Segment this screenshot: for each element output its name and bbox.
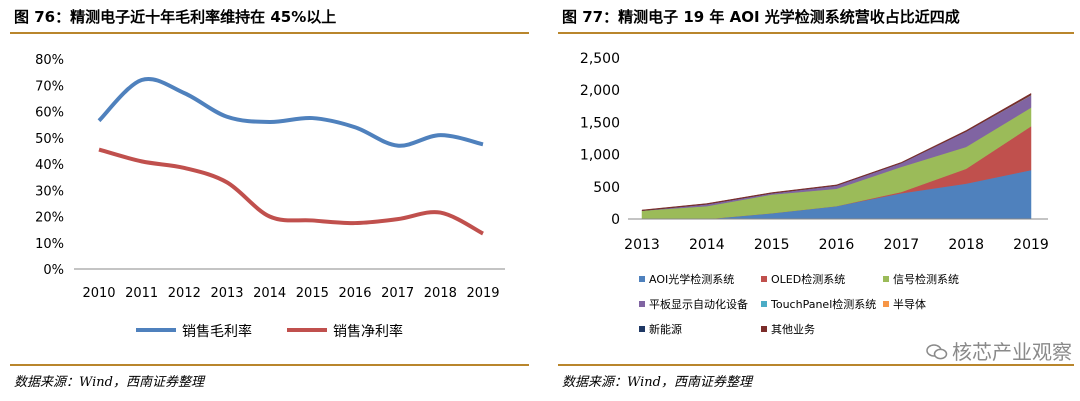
legend-swatch-2 — [761, 276, 767, 282]
x-tick-label: 2019 — [1013, 237, 1049, 253]
right-top-rule — [558, 32, 1074, 34]
legend-label-1: 销售毛利率 — [182, 323, 252, 340]
right-chart-panel: 图 77：精测电子 19 年 AOI 光学检测系统营收占比近四成 0 500 1,0… — [548, 0, 1080, 401]
left-chart-title: 图 76：精测电子近十年毛利率维持在 45%以上 — [14, 8, 337, 26]
x-tick-label: 2016 — [819, 237, 855, 253]
legend-label-4: 平板显示自动化设备 — [649, 297, 748, 311]
x-tick-label: 2016 — [338, 286, 371, 301]
y-tick-label: 20% — [35, 211, 64, 226]
y-tick-label: 40% — [35, 158, 64, 173]
left-source-note: 数据来源：Wind，西南证券整理 — [14, 375, 204, 390]
watermark-text: 核芯产业观察 — [952, 340, 1072, 364]
series-line-1 — [97, 76, 484, 148]
left-chart-panel: 图 76：精测电子近十年毛利率维持在 45%以上 0% 10% 20% 30% 40% 5… — [0, 0, 535, 401]
legend-swatch-6 — [883, 301, 889, 307]
y-tick-label: 80% — [35, 53, 64, 68]
legend-swatch-7 — [639, 326, 645, 332]
x-tick-label: 2010 — [82, 286, 115, 301]
legend-label-7: 新能源 — [649, 322, 682, 336]
x-tick-label: 2018 — [424, 286, 457, 301]
y-tick-label: 1,000 — [580, 148, 620, 164]
x-tick-label: 2018 — [948, 237, 984, 253]
legend-swatch-3 — [883, 276, 889, 282]
x-tick-label: 2019 — [466, 286, 499, 301]
left-top-rule — [10, 32, 529, 34]
x-tick-label: 2015 — [296, 286, 329, 301]
right-stacked-area-chart: 0 500 1,000 1,500 2,000 2,500 2013 2014 2015 2016… — [580, 51, 1049, 336]
left-line-chart: 0% 10% 20% 30% 40% 50% 60% 70% 80% 2010 2011 2012 20… — [35, 53, 505, 340]
x-tick-label: 2017 — [381, 286, 414, 301]
legend-swatch-4 — [639, 301, 645, 307]
y-tick-label: 0% — [43, 263, 64, 278]
legend-label-8: 其他业务 — [771, 323, 815, 336]
wechat-logo-icon — [926, 344, 948, 360]
x-tick-label: 2014 — [689, 237, 725, 253]
x-tick-label: 2017 — [884, 237, 920, 253]
y-tick-label: 10% — [35, 237, 64, 252]
y-tick-label: 2,000 — [580, 83, 620, 99]
y-tick-label: 2,500 — [580, 51, 620, 67]
y-tick-label: 30% — [35, 184, 64, 199]
y-tick-label: 70% — [35, 79, 64, 94]
y-tick-label: 500 — [593, 180, 620, 196]
legend-label-3: 信号检测系统 — [893, 272, 959, 286]
left-bottom-rule — [10, 364, 529, 366]
legend-label-2: OLED检测系统 — [771, 272, 845, 286]
legend-swatch-8 — [761, 326, 767, 332]
legend-swatch-5 — [761, 301, 767, 307]
x-tick-label: 2013 — [210, 286, 243, 301]
watermark: 核芯产业观察 — [926, 336, 1072, 365]
legend-label-2: 销售净利率 — [333, 323, 403, 340]
x-tick-label: 2014 — [253, 286, 286, 301]
legend-label-6: 半导体 — [893, 297, 926, 311]
x-tick-label: 2013 — [624, 237, 660, 253]
x-tick-label: 2015 — [754, 237, 790, 253]
y-tick-label: 60% — [35, 106, 64, 121]
legend-swatch-1 — [639, 276, 645, 282]
y-tick-label: 1,500 — [580, 115, 620, 131]
right-source-note: 数据来源：Wind，西南证券整理 — [562, 375, 752, 390]
area-series-8 — [641, 92, 1032, 211]
right-bottom-rule — [558, 364, 1074, 366]
legend-label-5: TouchPanel检测系统 — [770, 297, 876, 311]
x-tick-label: 2012 — [168, 286, 201, 301]
legend-label-1: AOI光学检测系统 — [649, 272, 734, 286]
y-tick-label: 0 — [611, 212, 620, 228]
series-line-2 — [98, 147, 484, 236]
y-tick-label: 50% — [35, 132, 64, 147]
right-chart-title: 图 77：精测电子 19 年 AOI 光学检测系统营收占比近四成 — [562, 8, 960, 26]
x-tick-label: 2011 — [125, 286, 158, 301]
